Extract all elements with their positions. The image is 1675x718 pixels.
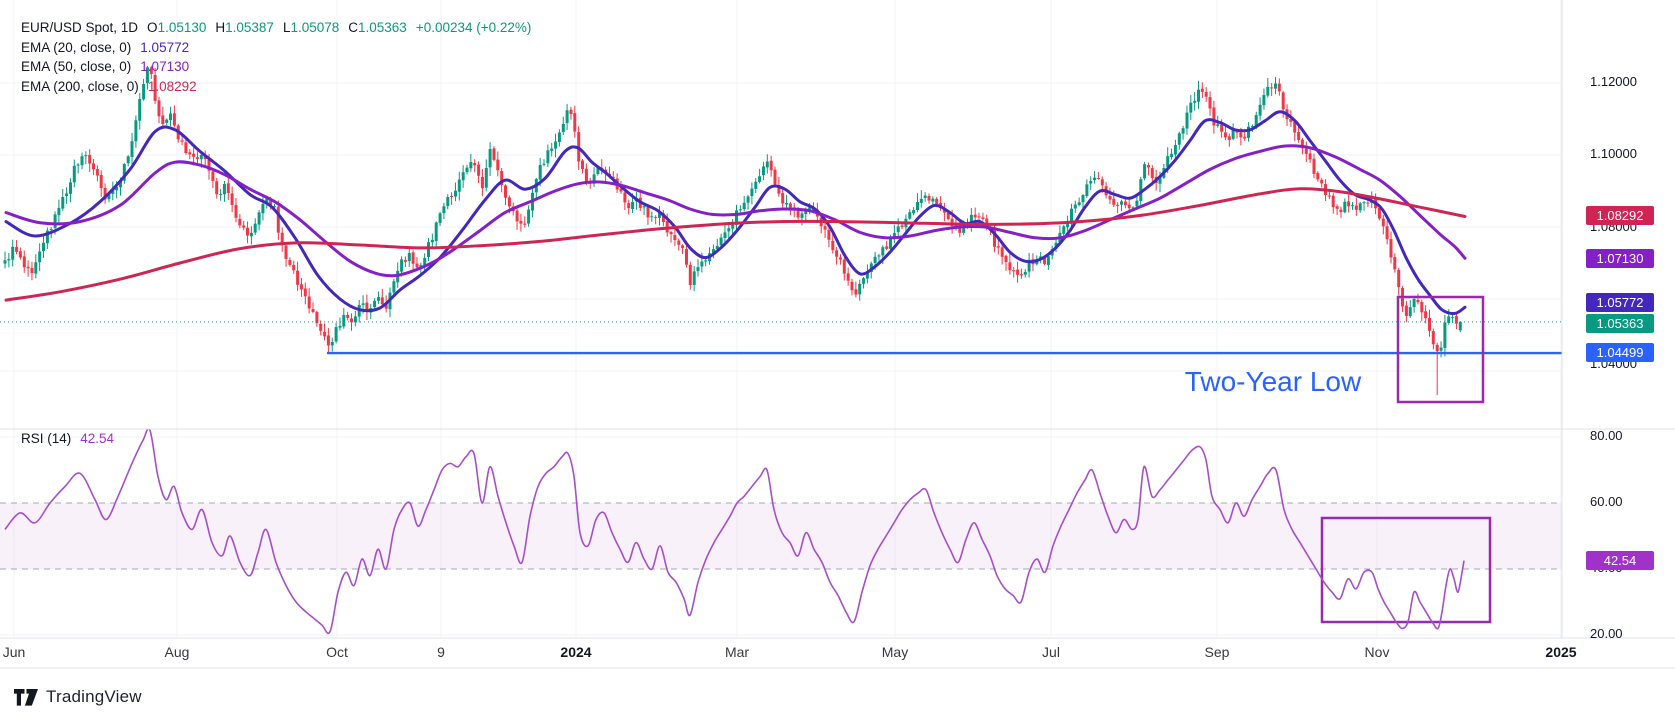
time-label-May: May bbox=[881, 644, 909, 660]
rsi-legend-row[interactable]: RSI (14) 42.54 bbox=[21, 431, 114, 446]
high-key: H bbox=[215, 20, 226, 36]
rsi-badge-42.54: 42.54 bbox=[1586, 550, 1654, 570]
ema20-legend-row[interactable]: EMA (20, close, 0) 1.05772 bbox=[21, 38, 531, 58]
time-label-2024: 2024 bbox=[560, 644, 592, 660]
time-label-Nov: Nov bbox=[1364, 644, 1390, 660]
price-badge-1.05772: 1.05772 bbox=[1586, 292, 1654, 312]
low-value: 1.05078 bbox=[290, 20, 340, 36]
time-label-9: 9 bbox=[437, 644, 445, 660]
time-label-Sep: Sep bbox=[1204, 644, 1230, 660]
price-badge-1.08292: 1.08292 bbox=[1586, 205, 1654, 225]
ema200-line[interactable] bbox=[4, 187, 1467, 302]
rsi-tick-20.00: 20.00 bbox=[1590, 626, 1623, 641]
ema200-label: EMA (200, close, 0) bbox=[21, 78, 139, 94]
time-label-Jul: Jul bbox=[1042, 644, 1060, 660]
ema20-line[interactable] bbox=[4, 110, 1467, 315]
time-label-Oct: Oct bbox=[326, 644, 348, 660]
ema200-legend-row[interactable]: EMA (200, close, 0) 1.08292 bbox=[21, 77, 531, 97]
open-value: 1.05130 bbox=[157, 20, 207, 36]
symbol-title: EUR/USD Spot, 1D bbox=[21, 20, 139, 36]
price-badge-1.04499: 1.04499 bbox=[1586, 342, 1654, 362]
ema50-value: 1.07130 bbox=[140, 59, 190, 75]
tradingview-wordmark: TradingView bbox=[46, 687, 142, 706]
ema20-label: EMA (20, close, 0) bbox=[21, 39, 132, 55]
price-highlight-box[interactable] bbox=[1396, 295, 1485, 404]
time-label-Aug: Aug bbox=[164, 644, 190, 660]
change-value: +0.00234 (+0.22%) bbox=[415, 20, 532, 36]
open-key: O bbox=[147, 20, 158, 36]
tradingview-glyph-icon bbox=[14, 688, 38, 706]
rsi-tick-80.00: 80.00 bbox=[1590, 428, 1623, 443]
rsi-band bbox=[0, 502, 1562, 570]
ema50-line[interactable] bbox=[4, 144, 1467, 278]
rsi-value: 42.54 bbox=[80, 431, 115, 446]
close-value: 1.05363 bbox=[358, 20, 407, 36]
ema50-legend-row[interactable]: EMA (50, close, 0) 1.07130 bbox=[21, 57, 531, 77]
ema20-value: 1.05772 bbox=[140, 39, 190, 55]
ema200-value: 1.08292 bbox=[147, 78, 197, 94]
price-tick-1.12000: 1.12000 bbox=[1590, 74, 1637, 89]
high-value: 1.05387 bbox=[225, 20, 274, 36]
time-label-Jun: Jun bbox=[2, 644, 26, 660]
rsi-line[interactable] bbox=[4, 429, 1465, 635]
rsi-label: RSI (14) bbox=[21, 431, 72, 446]
price-tick-1.10000: 1.10000 bbox=[1590, 146, 1637, 161]
tradingview-logo[interactable]: TradingView bbox=[14, 687, 142, 707]
low-key: L bbox=[282, 20, 291, 36]
candlestick-series bbox=[3, 65, 1462, 396]
main-legend: EUR/USD Spot, 1D O1.05130 H1.05387 L1.05… bbox=[21, 18, 531, 96]
price-badge-1.07130: 1.07130 bbox=[1586, 248, 1654, 268]
close-key: C bbox=[348, 20, 359, 36]
ema50-label: EMA (50, close, 0) bbox=[21, 59, 132, 75]
ohlc-values: O1.05130 H1.05387 L1.05078 C1.05363 bbox=[147, 20, 407, 35]
time-label-Mar: Mar bbox=[724, 644, 750, 660]
price-badge-1.05363: 1.05363 bbox=[1586, 313, 1654, 333]
symbol-legend-row[interactable]: EUR/USD Spot, 1D O1.05130 H1.05387 L1.05… bbox=[21, 18, 531, 38]
rsi-tick-60.00: 60.00 bbox=[1590, 494, 1623, 509]
two-year-low-annotation[interactable]: Two-Year Low bbox=[1184, 366, 1362, 397]
gridlines bbox=[0, 0, 1562, 638]
pane-separators bbox=[0, 0, 1675, 669]
time-label-2025: 2025 bbox=[1545, 644, 1577, 660]
rsi-highlight-box[interactable] bbox=[1320, 516, 1492, 624]
